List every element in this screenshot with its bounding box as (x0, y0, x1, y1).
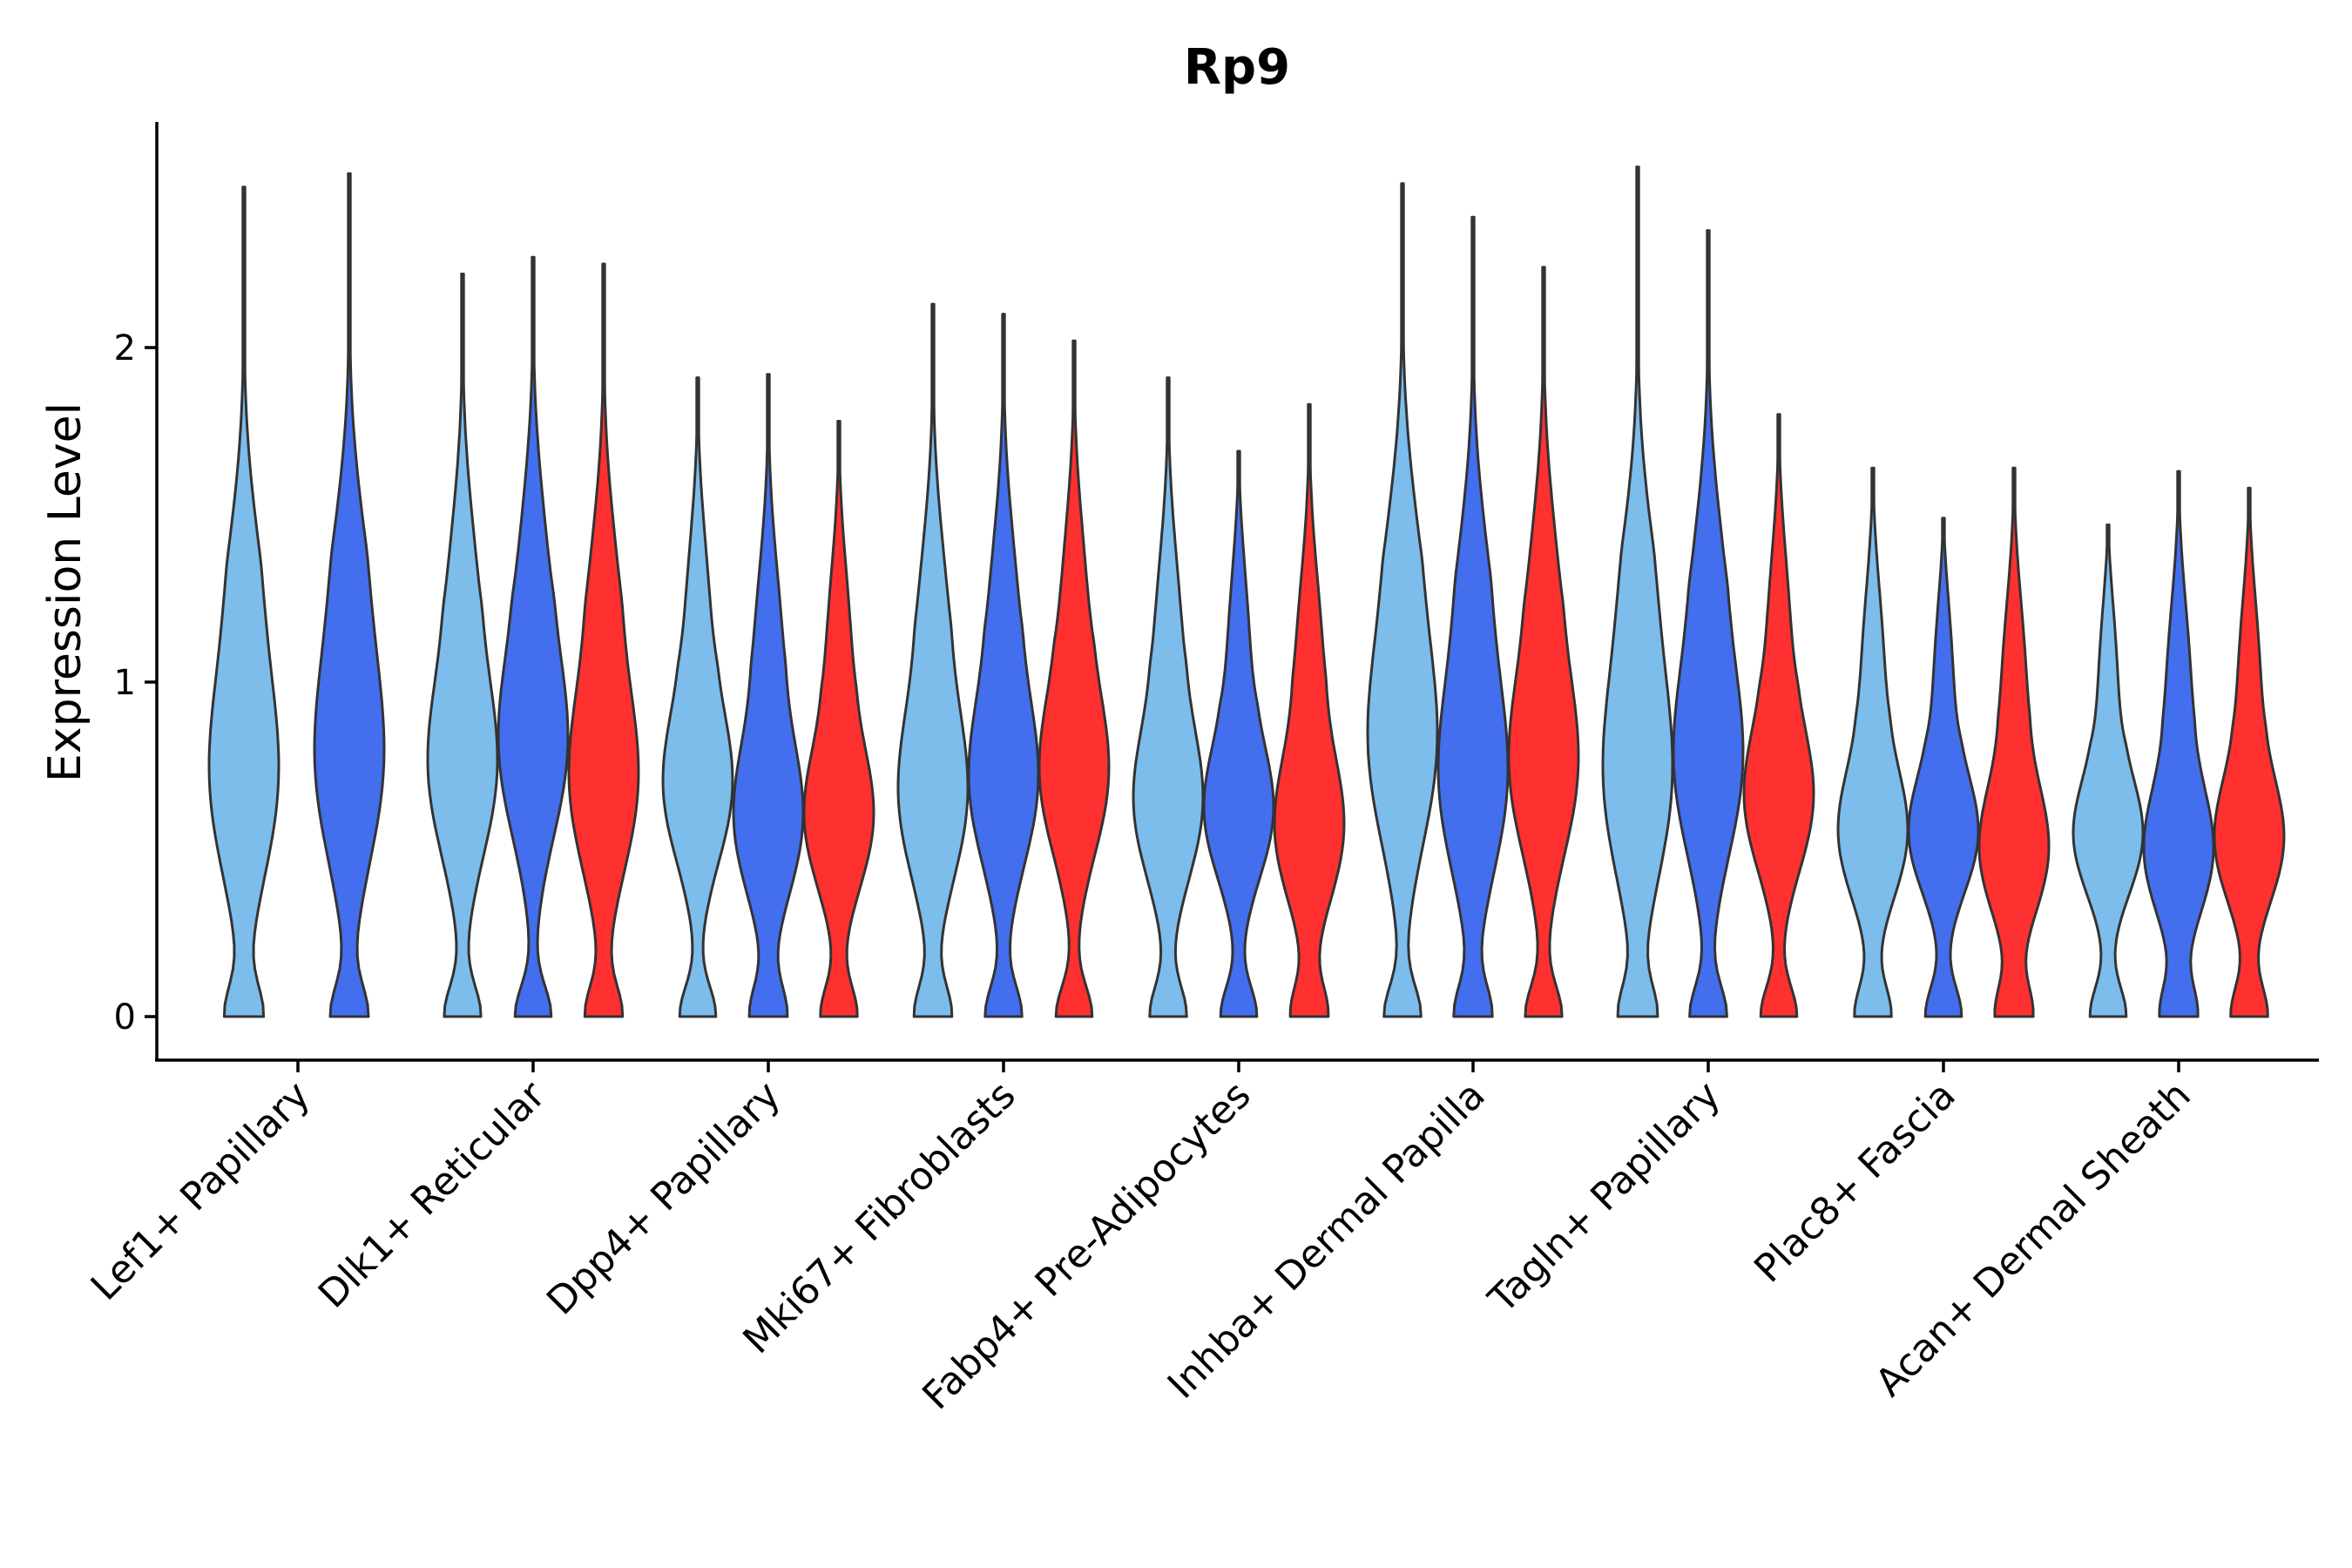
violin-group-3 (2213, 486, 2286, 1018)
y-axis-label: Expression Level (39, 402, 91, 782)
violin-group-3 (1742, 413, 1815, 1018)
violin-group-3 (1977, 466, 2051, 1018)
y-tick-label: 0 (114, 997, 136, 1037)
violin-group-2 (1907, 517, 1980, 1018)
violin-group-1 (1601, 166, 1674, 1018)
violin-group-2 (1672, 229, 1745, 1018)
violin-group-2 (967, 313, 1040, 1018)
violin-group-1 (426, 273, 499, 1018)
violin-group-3 (1037, 339, 1111, 1018)
violin-group-3 (1507, 266, 1580, 1018)
violin-group-1 (1366, 182, 1439, 1018)
x-tick-label: Lef1+ Papillary (83, 1073, 319, 1309)
violin-group-1 (896, 302, 970, 1018)
y-tick-label: 2 (114, 328, 136, 368)
violin-group-1 (1132, 376, 1205, 1018)
chart-title: Rp9 (1184, 39, 1290, 96)
violin-group-1 (1836, 466, 1909, 1018)
violin-group-2 (1436, 215, 1510, 1018)
x-tick-label: Dpp4+ Papillary (538, 1073, 789, 1324)
violin-group-1 (207, 186, 280, 1018)
violin-group-3 (802, 420, 875, 1018)
x-tick-label: Tagln+ Papillary (1480, 1073, 1729, 1322)
x-tick-label: Plac8+ Fascia (1746, 1073, 1964, 1292)
violin-group-3 (1273, 402, 1346, 1018)
violin-layer (207, 166, 2286, 1018)
violin-group-3 (567, 262, 640, 1018)
violin-group-2 (1202, 449, 1275, 1018)
violin-group-2 (497, 255, 570, 1018)
violin-group-2 (313, 172, 386, 1018)
x-tick-label: Dlk1+ Reticular (310, 1072, 555, 1317)
y-tick-label: 1 (114, 663, 136, 703)
violin-group-1 (661, 376, 734, 1018)
violin-group-2 (2142, 470, 2215, 1018)
violin-group-1 (2072, 524, 2145, 1018)
violin-group-2 (732, 373, 805, 1018)
y-ticks: 0 1 2 (114, 328, 157, 1037)
